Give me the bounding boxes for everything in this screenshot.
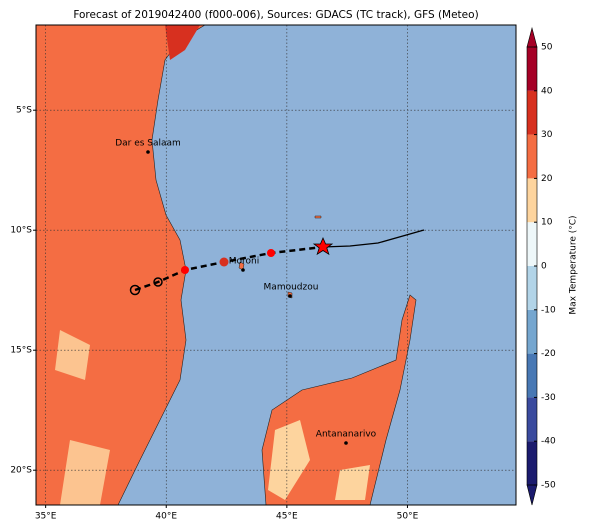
- hot-patch: [165, 25, 200, 60]
- colorbar-tick-label: -30: [541, 393, 556, 403]
- colorbar-tick-label: 10: [541, 218, 553, 228]
- colorbar-tick-label: 30: [541, 130, 553, 140]
- city-dot: [241, 268, 245, 272]
- colorbar-band: [527, 178, 537, 223]
- colorbar-tick-label: 20: [541, 174, 553, 184]
- colorbar-extend: [526, 26, 538, 48]
- colorbar-tick-label: -20: [541, 349, 556, 359]
- colorbar-band: [527, 134, 537, 179]
- colorbar-label: Max Temperature (°C): [569, 215, 579, 314]
- past-track: [322, 229, 425, 248]
- y-tick-label: 20°S: [10, 466, 32, 476]
- x-tick-label: 40°E: [155, 512, 177, 522]
- colorbar-tick-label: 0: [541, 262, 547, 272]
- x-tick-label: 50°E: [397, 512, 419, 522]
- colorbar-extend: [526, 484, 538, 506]
- x-tick-label: 35°E: [35, 512, 57, 522]
- map-frame: [35, 24, 517, 506]
- colorbar-tick-label: -40: [541, 437, 556, 447]
- y-tick-label: 5°S: [16, 106, 32, 116]
- city-label: Moroni: [229, 257, 260, 267]
- map-area: Dar es Salaam Moroni Mamoudzou Antananar…: [36, 25, 516, 505]
- city-dot: [146, 150, 150, 154]
- colorbar-tick-label: 40: [541, 86, 553, 96]
- colorbar-band: [527, 90, 537, 135]
- storm-marker: [181, 266, 189, 274]
- y-tick-label: 10°S: [10, 226, 32, 236]
- x-tick-label: 45°E: [276, 512, 298, 522]
- colorbar-tick-label: 50: [541, 43, 553, 53]
- africa: [36, 25, 206, 505]
- cool-patch: [268, 420, 370, 500]
- colorbar-band: [527, 222, 537, 266]
- colorbar-tick-label: -10: [541, 305, 556, 315]
- colorbar-band: [527, 47, 537, 91]
- colorbar-band: [527, 266, 537, 310]
- current-position: [312, 236, 334, 256]
- storm-marker: [219, 257, 229, 267]
- storm-marker: [153, 277, 163, 287]
- colorbar-band: [527, 353, 537, 398]
- city-label: Antananarivo: [316, 430, 377, 440]
- colorbar-band: [527, 397, 537, 442]
- map-title: Forecast of 2019042400 (f000-006), Sourc…: [73, 9, 478, 21]
- city-label: Mamoudzou: [264, 283, 319, 293]
- cool-patch: [55, 330, 110, 505]
- city-dot: [344, 441, 348, 445]
- grid: [36, 25, 516, 505]
- city-label: Dar es Salaam: [115, 139, 181, 149]
- colorbar-band: [527, 441, 537, 485]
- colorbar: -50 -40 -30 -20 -10 0 10 20 30 40 50 Max Temperatur…: [526, 26, 579, 506]
- colorbar-tick-label: -50: [541, 481, 556, 491]
- y-tick-label: 15°S: [10, 346, 32, 356]
- colorbar-band: [527, 309, 537, 354]
- storm-marker: [129, 284, 141, 296]
- storm-marker: [267, 249, 275, 257]
- city-dot: [288, 294, 292, 298]
